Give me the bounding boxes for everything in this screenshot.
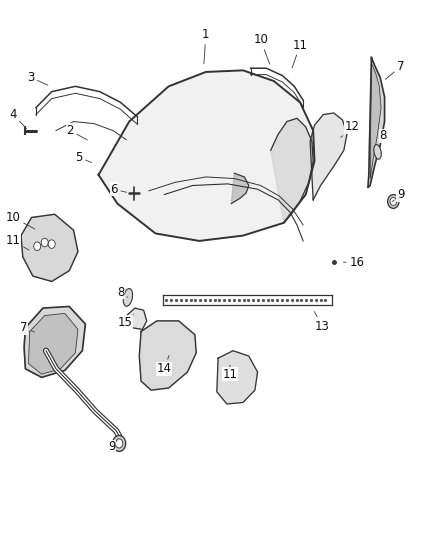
- Polygon shape: [370, 65, 381, 179]
- Polygon shape: [125, 308, 147, 329]
- Polygon shape: [271, 118, 313, 223]
- Text: 7: 7: [385, 60, 405, 79]
- Polygon shape: [139, 321, 196, 390]
- Text: 5: 5: [75, 151, 92, 164]
- Text: 10: 10: [6, 211, 35, 229]
- Text: 4: 4: [9, 108, 27, 128]
- Text: 16: 16: [343, 256, 364, 269]
- Text: 7: 7: [20, 321, 35, 334]
- Text: 15: 15: [117, 314, 134, 329]
- Ellipse shape: [123, 288, 133, 306]
- Polygon shape: [24, 306, 85, 377]
- Text: 11: 11: [292, 39, 307, 68]
- Polygon shape: [310, 113, 347, 200]
- Polygon shape: [231, 173, 249, 204]
- Text: 9: 9: [108, 440, 117, 453]
- Text: 3: 3: [27, 71, 48, 85]
- Polygon shape: [21, 214, 78, 281]
- Text: 14: 14: [157, 356, 172, 375]
- Text: 12: 12: [341, 120, 360, 138]
- Text: 10: 10: [253, 34, 270, 64]
- Ellipse shape: [374, 144, 381, 159]
- Text: 11: 11: [6, 235, 29, 250]
- Polygon shape: [28, 313, 78, 374]
- Circle shape: [34, 242, 41, 251]
- Ellipse shape: [388, 195, 399, 208]
- Text: 13: 13: [314, 312, 329, 333]
- Ellipse shape: [113, 435, 126, 451]
- Text: 8: 8: [117, 286, 128, 298]
- Text: 2: 2: [66, 124, 87, 140]
- Circle shape: [41, 238, 48, 247]
- Polygon shape: [368, 58, 385, 188]
- Ellipse shape: [116, 439, 123, 448]
- Text: 9: 9: [392, 188, 405, 201]
- Ellipse shape: [390, 197, 397, 205]
- Text: 8: 8: [380, 130, 387, 148]
- Circle shape: [48, 240, 55, 248]
- Polygon shape: [217, 351, 258, 404]
- Text: 6: 6: [110, 183, 127, 196]
- Text: 11: 11: [223, 365, 237, 381]
- Polygon shape: [99, 70, 314, 241]
- Text: 1: 1: [202, 28, 210, 64]
